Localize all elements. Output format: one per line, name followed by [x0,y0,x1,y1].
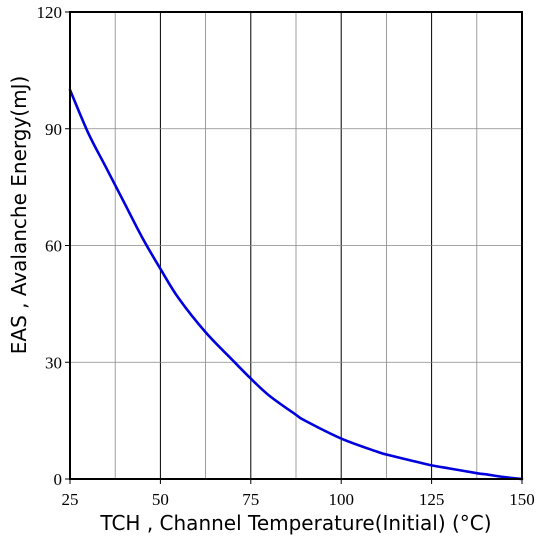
y-tick-label: 90 [45,120,62,139]
y-tick-label: 60 [45,237,62,256]
x-axis-ticks: 25 50 75 100 125 150 [62,479,535,509]
x-axis-label: TCH , Channel Temperature(Initial) (°C) [99,511,491,535]
y-tick-label: 30 [45,353,62,372]
x-tick-label: 100 [328,490,354,509]
avalanche-energy-curve [68,88,524,481]
y-tick-label: 0 [54,470,63,489]
data-line-layer [68,88,524,481]
x-tick-label: 150 [509,490,535,509]
x-tick-label: 125 [419,490,445,509]
y-axis-ticks: 0 30 60 90 120 [37,3,70,489]
grid [70,12,522,479]
y-tick-label: 120 [37,3,63,22]
x-tick-label: 25 [62,490,79,509]
x-tick-label: 75 [242,490,259,509]
y-axis-label: EAS , Avalanche Energy(mJ) [7,76,31,355]
x-tick-label: 50 [152,490,169,509]
